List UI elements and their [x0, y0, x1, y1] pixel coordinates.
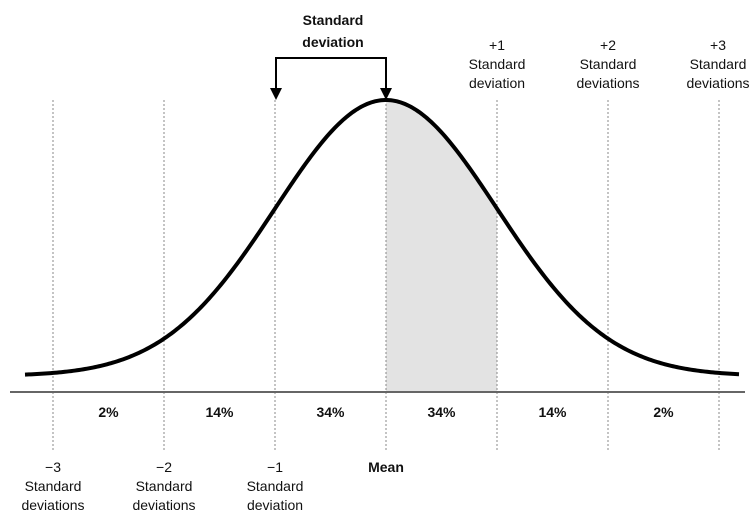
marker-label: deviations [686, 75, 749, 91]
marker-label: deviation [469, 75, 525, 91]
marker-label: deviations [21, 497, 84, 513]
region-percent: 14% [205, 404, 234, 420]
marker-label: −3 [45, 459, 61, 475]
bracket [275, 57, 387, 96]
region-percent: 2% [653, 404, 674, 420]
region-percent: 14% [538, 404, 567, 420]
mean-label: Mean [368, 459, 404, 475]
marker-label: −2 [156, 459, 172, 475]
marker-label: Standard [690, 56, 747, 72]
marker-label: Standard [247, 478, 304, 494]
bell-curve [24, 98, 740, 377]
guide-lines [52, 100, 720, 452]
marker-label: Standard [469, 56, 526, 72]
bracket-arrows [270, 88, 392, 100]
marker-label: +2 [600, 37, 616, 53]
region-percent: 34% [427, 404, 456, 420]
title-line: Standard [303, 12, 364, 28]
marker-label: Standard [136, 478, 193, 494]
marker-label: Standard [580, 56, 637, 72]
shaded-area [386, 100, 497, 392]
marker-label: deviations [576, 75, 639, 91]
marker-label: −1 [267, 459, 283, 475]
marker-label: deviations [132, 497, 195, 513]
region-percent: 2% [98, 404, 119, 420]
region-percent: 34% [316, 404, 345, 420]
marker-label: deviation [247, 497, 303, 513]
title-line: deviation [302, 34, 363, 50]
marker-label: Standard [25, 478, 82, 494]
marker-label: +1 [489, 37, 505, 53]
marker-label: +3 [710, 37, 726, 53]
